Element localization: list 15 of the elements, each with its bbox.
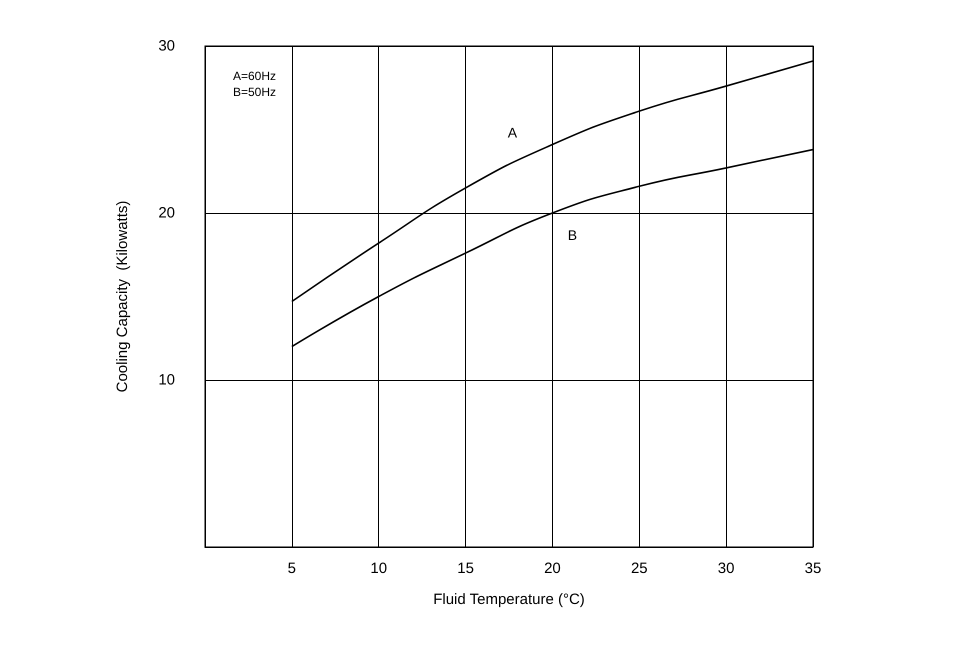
x-axis-title: Fluid Temperature (°C) [433,591,585,608]
y-tick-label: 10 [158,372,175,388]
x-tick-label: 5 [288,560,296,577]
annotation: A=60Hz B=50Hz [233,69,276,99]
x-tick-label: 20 [544,560,561,577]
series-label: A [508,124,518,141]
series-label: B [568,227,578,243]
y-tick-label: 30 [158,38,175,54]
x-tick-label: 30 [718,560,734,577]
x-tick-label: 25 [630,560,648,577]
x-tick-label: 35 [804,560,822,577]
y-tick-label: 20 [158,204,175,222]
y-axis-title: Cooling Capacity (Kilowatts) [114,200,131,392]
x-tick-label: 15 [457,560,474,577]
x-tick-label: 10 [370,560,388,577]
